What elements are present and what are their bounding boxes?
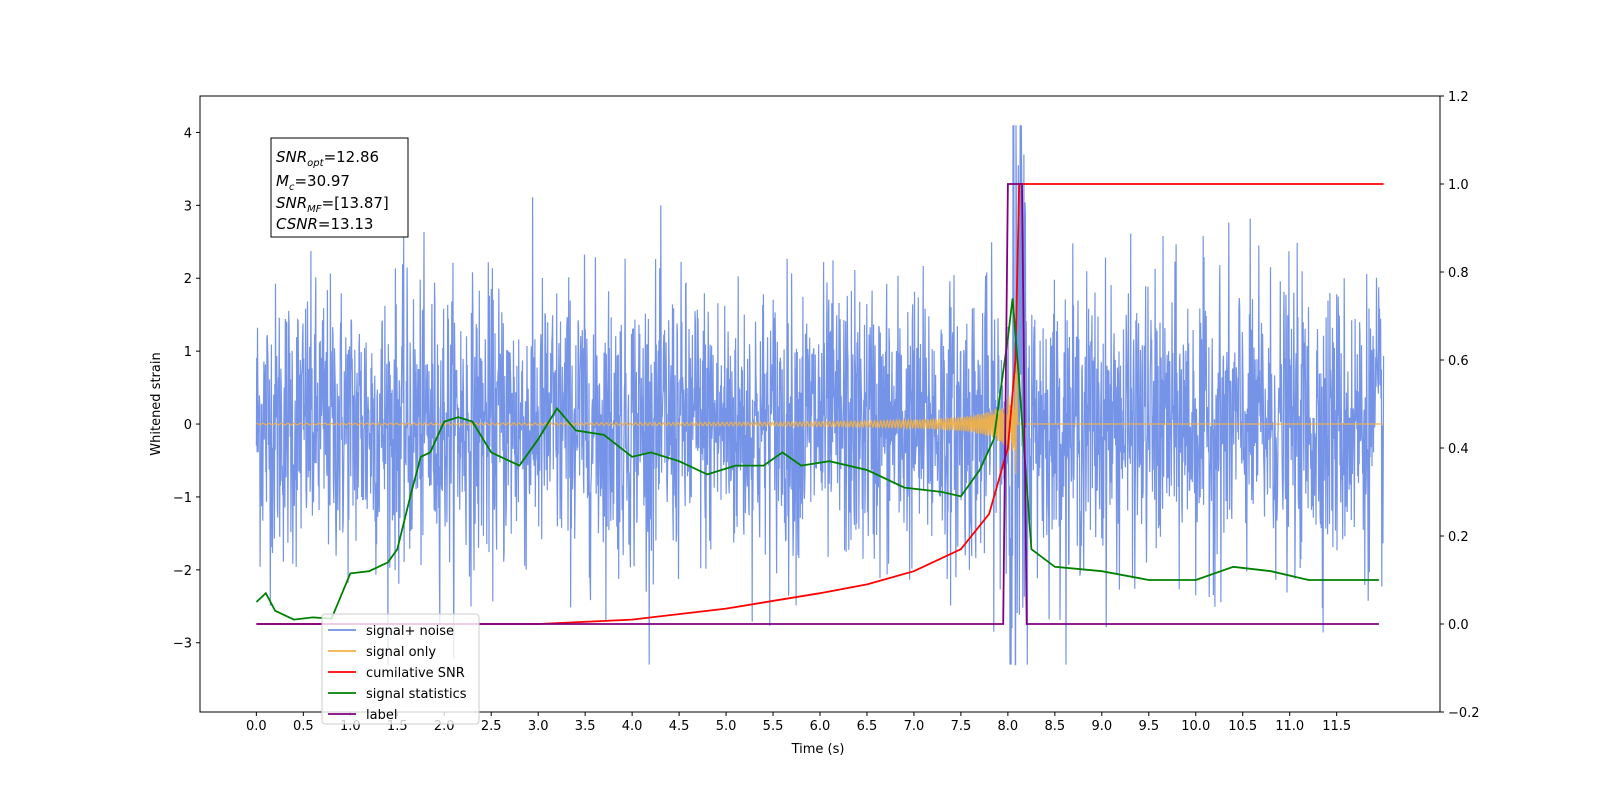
legend-label: signal+ noise xyxy=(366,624,454,639)
x-tick-label: 3.5 xyxy=(575,719,596,734)
y-right-tick-label: 0.8 xyxy=(1448,266,1469,281)
x-tick-label: 11.0 xyxy=(1275,719,1304,734)
plot-area xyxy=(255,125,1385,666)
legend-label: label xyxy=(366,708,397,723)
y-left-tick-label: 2 xyxy=(184,272,192,287)
y-left-tick-label: 0 xyxy=(184,418,192,433)
x-axis-label: Time (s) xyxy=(791,742,845,757)
annotation-mc: Mc=30.97 xyxy=(276,172,350,193)
y-right-tick-label: 1.2 xyxy=(1448,90,1469,105)
annotation-snr-mf-sub: MF xyxy=(307,204,322,215)
legend-label: cumilative SNR xyxy=(366,666,465,681)
x-tick-label: 8.0 xyxy=(998,719,1019,734)
annotation-snr-mf-value: =[13.87] xyxy=(322,194,389,212)
y-axis-left: −3 −2 −1 0 1 2 3 4 xyxy=(173,126,200,652)
x-tick-label: 7.5 xyxy=(951,719,972,734)
x-tick-label: 2.5 xyxy=(481,719,502,734)
x-tick-label: 3.0 xyxy=(528,719,549,734)
series-signal-noise xyxy=(255,125,1385,666)
x-tick-label: 0.5 xyxy=(293,719,314,734)
x-tick-label: 6.5 xyxy=(857,719,878,734)
legend: signal+ noise signal only cumilative SNR si… xyxy=(321,613,480,725)
annotation-snr-opt: SNRopt=12.86 xyxy=(276,148,379,169)
y-left-tick-label: 4 xyxy=(184,126,192,141)
x-tick-label: 5.5 xyxy=(763,719,784,734)
series-label xyxy=(256,183,1379,625)
x-tick-label: 10.0 xyxy=(1181,719,1210,734)
x-tick-label: 5.0 xyxy=(716,719,737,734)
y-axis-right: −0.2 0.0 0.2 0.4 0.6 0.8 1.0 1.2 xyxy=(1440,90,1480,721)
y-right-tick-label: 0.4 xyxy=(1448,442,1469,457)
annotation-frame xyxy=(270,137,409,238)
legend-frame xyxy=(321,613,480,725)
annotation-snr-opt-value: =12.86 xyxy=(324,148,380,166)
annotation-mc-sub: c xyxy=(289,182,295,193)
annotation-snr-opt-sub: opt xyxy=(307,158,324,169)
x-tick-label: 9.5 xyxy=(1138,719,1159,734)
x-tick-label: 10.5 xyxy=(1228,719,1257,734)
annotation-snr-opt-main: SNR xyxy=(276,148,307,166)
annotation-mc-main: M xyxy=(276,172,289,190)
y-left-tick-label: 3 xyxy=(184,199,192,214)
annotation-snr-mf-main: SNR xyxy=(276,194,307,212)
x-tick-label: 4.5 xyxy=(669,719,690,734)
annotation-csnr: CSNR=13.13 xyxy=(276,215,373,233)
y-axis-label: Whitened strain xyxy=(149,352,164,455)
y-right-tick-label: 0.6 xyxy=(1448,354,1469,369)
x-tick-label: 9.0 xyxy=(1091,719,1112,734)
y-right-tick-label: 1.0 xyxy=(1448,178,1469,193)
annotation-csnr-value: =13.13 xyxy=(318,215,374,233)
legend-label: signal statistics xyxy=(366,687,467,702)
y-right-tick-label: −0.2 xyxy=(1448,706,1480,721)
y-left-tick-label: −2 xyxy=(173,564,192,579)
x-tick-label: 6.0 xyxy=(810,719,831,734)
legend-label: signal only xyxy=(366,645,436,660)
y-left-tick-label: −1 xyxy=(173,491,192,506)
series-signal-statistics xyxy=(255,298,1379,621)
x-tick-label: 8.5 xyxy=(1045,719,1066,734)
annotation-snr-mf: SNRMF=[13.87] xyxy=(276,194,389,215)
y-left-tick-label: 1 xyxy=(184,345,192,360)
y-right-tick-label: 0.2 xyxy=(1448,530,1469,545)
series-signal-only xyxy=(256,357,1384,474)
x-tick-label: 4.0 xyxy=(622,719,643,734)
x-tick-label: 7.0 xyxy=(904,719,925,734)
annotation-box: SNRopt=12.86 Mc=30.97 SNRMF=[13.87] CSNR… xyxy=(270,137,409,238)
x-tick-label: 0.0 xyxy=(246,719,267,734)
annotation-mc-value: =30.97 xyxy=(294,172,350,190)
annotation-csnr-main: CSNR xyxy=(276,215,318,233)
x-tick-label: 11.5 xyxy=(1322,719,1351,734)
y-left-tick-label: −3 xyxy=(173,637,192,652)
y-right-tick-label: 0.0 xyxy=(1448,618,1469,633)
